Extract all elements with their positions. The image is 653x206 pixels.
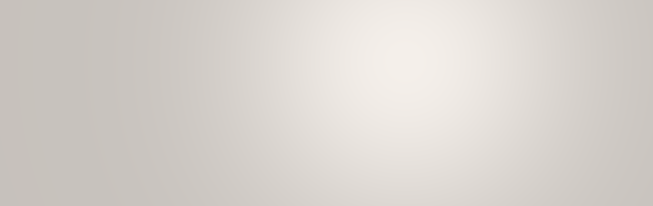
Text: 2.: 2.: [8, 132, 22, 146]
Text: 1.: 1.: [8, 14, 22, 28]
Text: The region bounded by the curve x² − y = 0 and the x-axis for the interval
−2 ≤ : The region bounded by the curve x² − y =…: [38, 14, 570, 64]
Text: The area bounded by the line x = 1 and the curve y² − x = 3 is revolved
about th: The area bounded by the line x = 1 and t…: [38, 132, 573, 182]
